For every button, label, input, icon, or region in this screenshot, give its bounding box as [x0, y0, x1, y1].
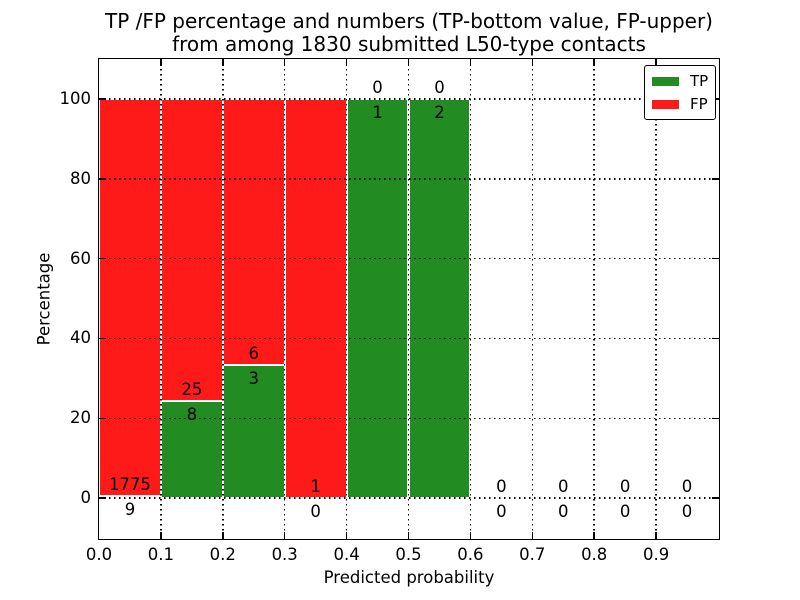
fp-count-label: 0 — [434, 77, 445, 97]
bar-segment-fp — [99, 98, 161, 497]
y-tick-mark-right — [712, 178, 719, 180]
x-tick-label: 0.6 — [457, 545, 484, 564]
x-tick-label: 0.0 — [85, 545, 113, 564]
x-tick-label: 0.8 — [581, 545, 608, 564]
fp-count-label: 0 — [619, 476, 631, 496]
grid-line-vertical — [407, 59, 410, 539]
y-tick-mark-left — [99, 98, 106, 100]
fp-count-label: 1775 — [108, 474, 151, 494]
bar-segment-fp — [284, 98, 347, 499]
x-tick-label: 0.1 — [147, 545, 175, 564]
chart-title: TP /FP percentage and numbers (TP-bottom… — [98, 10, 720, 56]
tp-count-label: 3 — [248, 369, 259, 389]
x-tick-mark-top — [469, 59, 472, 66]
fp-count-label: 6 — [248, 343, 259, 363]
bar-segment-tp — [408, 98, 471, 499]
legend-label-tp: TP — [690, 71, 709, 90]
tp-count-label: 9 — [124, 500, 136, 520]
y-tick-label: 80 — [70, 168, 91, 188]
y-axis-label: Percentage — [34, 252, 54, 346]
tp-color-swatch — [652, 76, 679, 86]
grid-line-vertical — [655, 59, 657, 539]
fp-count-label: 0 — [496, 476, 507, 496]
x-tick-mark-bottom — [469, 532, 472, 539]
x-tick-mark-bottom — [655, 532, 657, 539]
bar-segment-tp — [346, 98, 409, 499]
x-tick-mark-bottom — [593, 532, 595, 539]
x-tick-mark-top — [283, 59, 286, 66]
x-tick-label: 0.7 — [519, 545, 546, 564]
grid-line-vertical — [593, 59, 595, 539]
tp-count-label: 2 — [434, 102, 445, 122]
y-tick-mark-left — [99, 337, 106, 340]
bar-segment-fp — [160, 98, 223, 402]
y-tick-mark-left — [99, 178, 106, 180]
grid-line-vertical — [283, 59, 286, 539]
legend-entry-tp: TP — [652, 72, 715, 90]
y-tick-mark-right — [712, 417, 719, 419]
legend-label-fp: FP — [690, 94, 708, 113]
y-tick-mark-left — [99, 257, 106, 260]
x-tick-mark-bottom — [345, 532, 348, 539]
tp-count-label: 0 — [681, 502, 693, 522]
tp-count-label: 0 — [496, 502, 507, 522]
x-tick-mark-bottom — [160, 532, 162, 539]
tp-count-label: 0 — [310, 502, 321, 522]
chart-title-line1: TP /FP percentage and numbers (TP-bottom… — [105, 9, 713, 33]
fp-count-label: 1 — [310, 476, 321, 496]
grid-line-vertical — [222, 59, 224, 539]
y-tick-mark-left — [99, 497, 106, 499]
y-tick-label: 20 — [70, 408, 91, 428]
x-tick-mark-top — [407, 59, 410, 66]
fp-count-label: 25 — [181, 380, 203, 400]
x-tick-mark-bottom — [222, 532, 224, 539]
chart-title-line2: from among 1830 submitted L50-type conta… — [172, 32, 646, 56]
bar-segment-fp — [222, 98, 285, 366]
plot-area: TP FP 1775 9 25 8 6 3 1 0 0 1 0 2 0 0 0 0 0 0 0 0 0 20 40 60 80 1… — [60, 58, 720, 564]
tp-count-label: 0 — [619, 502, 631, 522]
x-tick-mark-top — [222, 59, 224, 66]
fp-color-swatch — [652, 99, 679, 109]
legend: TP FP — [644, 65, 716, 120]
y-tick-label: 0 — [80, 488, 92, 508]
x-tick-mark-top — [593, 59, 595, 66]
tp-count-label: 8 — [186, 405, 198, 425]
y-tick-mark-right — [712, 497, 719, 499]
x-tick-label: 0.4 — [333, 545, 360, 564]
fp-count-label: 0 — [557, 476, 569, 496]
x-tick-mark-top — [345, 59, 348, 66]
x-tick-mark-top — [531, 59, 534, 66]
x-tick-mark-bottom — [531, 532, 534, 539]
grid-line-vertical — [345, 59, 348, 539]
y-tick-mark-left — [99, 417, 106, 419]
grid-line-vertical — [160, 59, 162, 539]
fp-count-label: 0 — [372, 77, 383, 97]
y-tick-mark-right — [712, 257, 719, 260]
x-tick-mark-top — [160, 59, 162, 66]
x-tick-mark-top — [655, 59, 657, 66]
x-tick-label: 0.3 — [271, 545, 298, 564]
grid-line-vertical — [531, 59, 534, 539]
x-tick-label: 0.5 — [395, 545, 422, 564]
tp-count-label: 0 — [557, 502, 569, 522]
y-tick-label: 60 — [70, 248, 91, 268]
y-tick-label: 40 — [70, 328, 91, 348]
x-tick-mark-bottom — [407, 532, 410, 539]
legend-entry-fp: FP — [652, 95, 715, 113]
fp-count-label: 0 — [681, 476, 693, 496]
y-tick-label: 100 — [59, 88, 92, 108]
tp-count-label: 1 — [372, 102, 383, 122]
y-tick-mark-right — [712, 337, 719, 340]
x-tick-label: 0.2 — [209, 545, 236, 564]
grid-line-vertical — [469, 59, 472, 539]
x-axis-label: Predicted probability — [323, 568, 495, 587]
x-tick-mark-bottom — [283, 532, 286, 539]
x-tick-label: 0.9 — [642, 545, 670, 564]
